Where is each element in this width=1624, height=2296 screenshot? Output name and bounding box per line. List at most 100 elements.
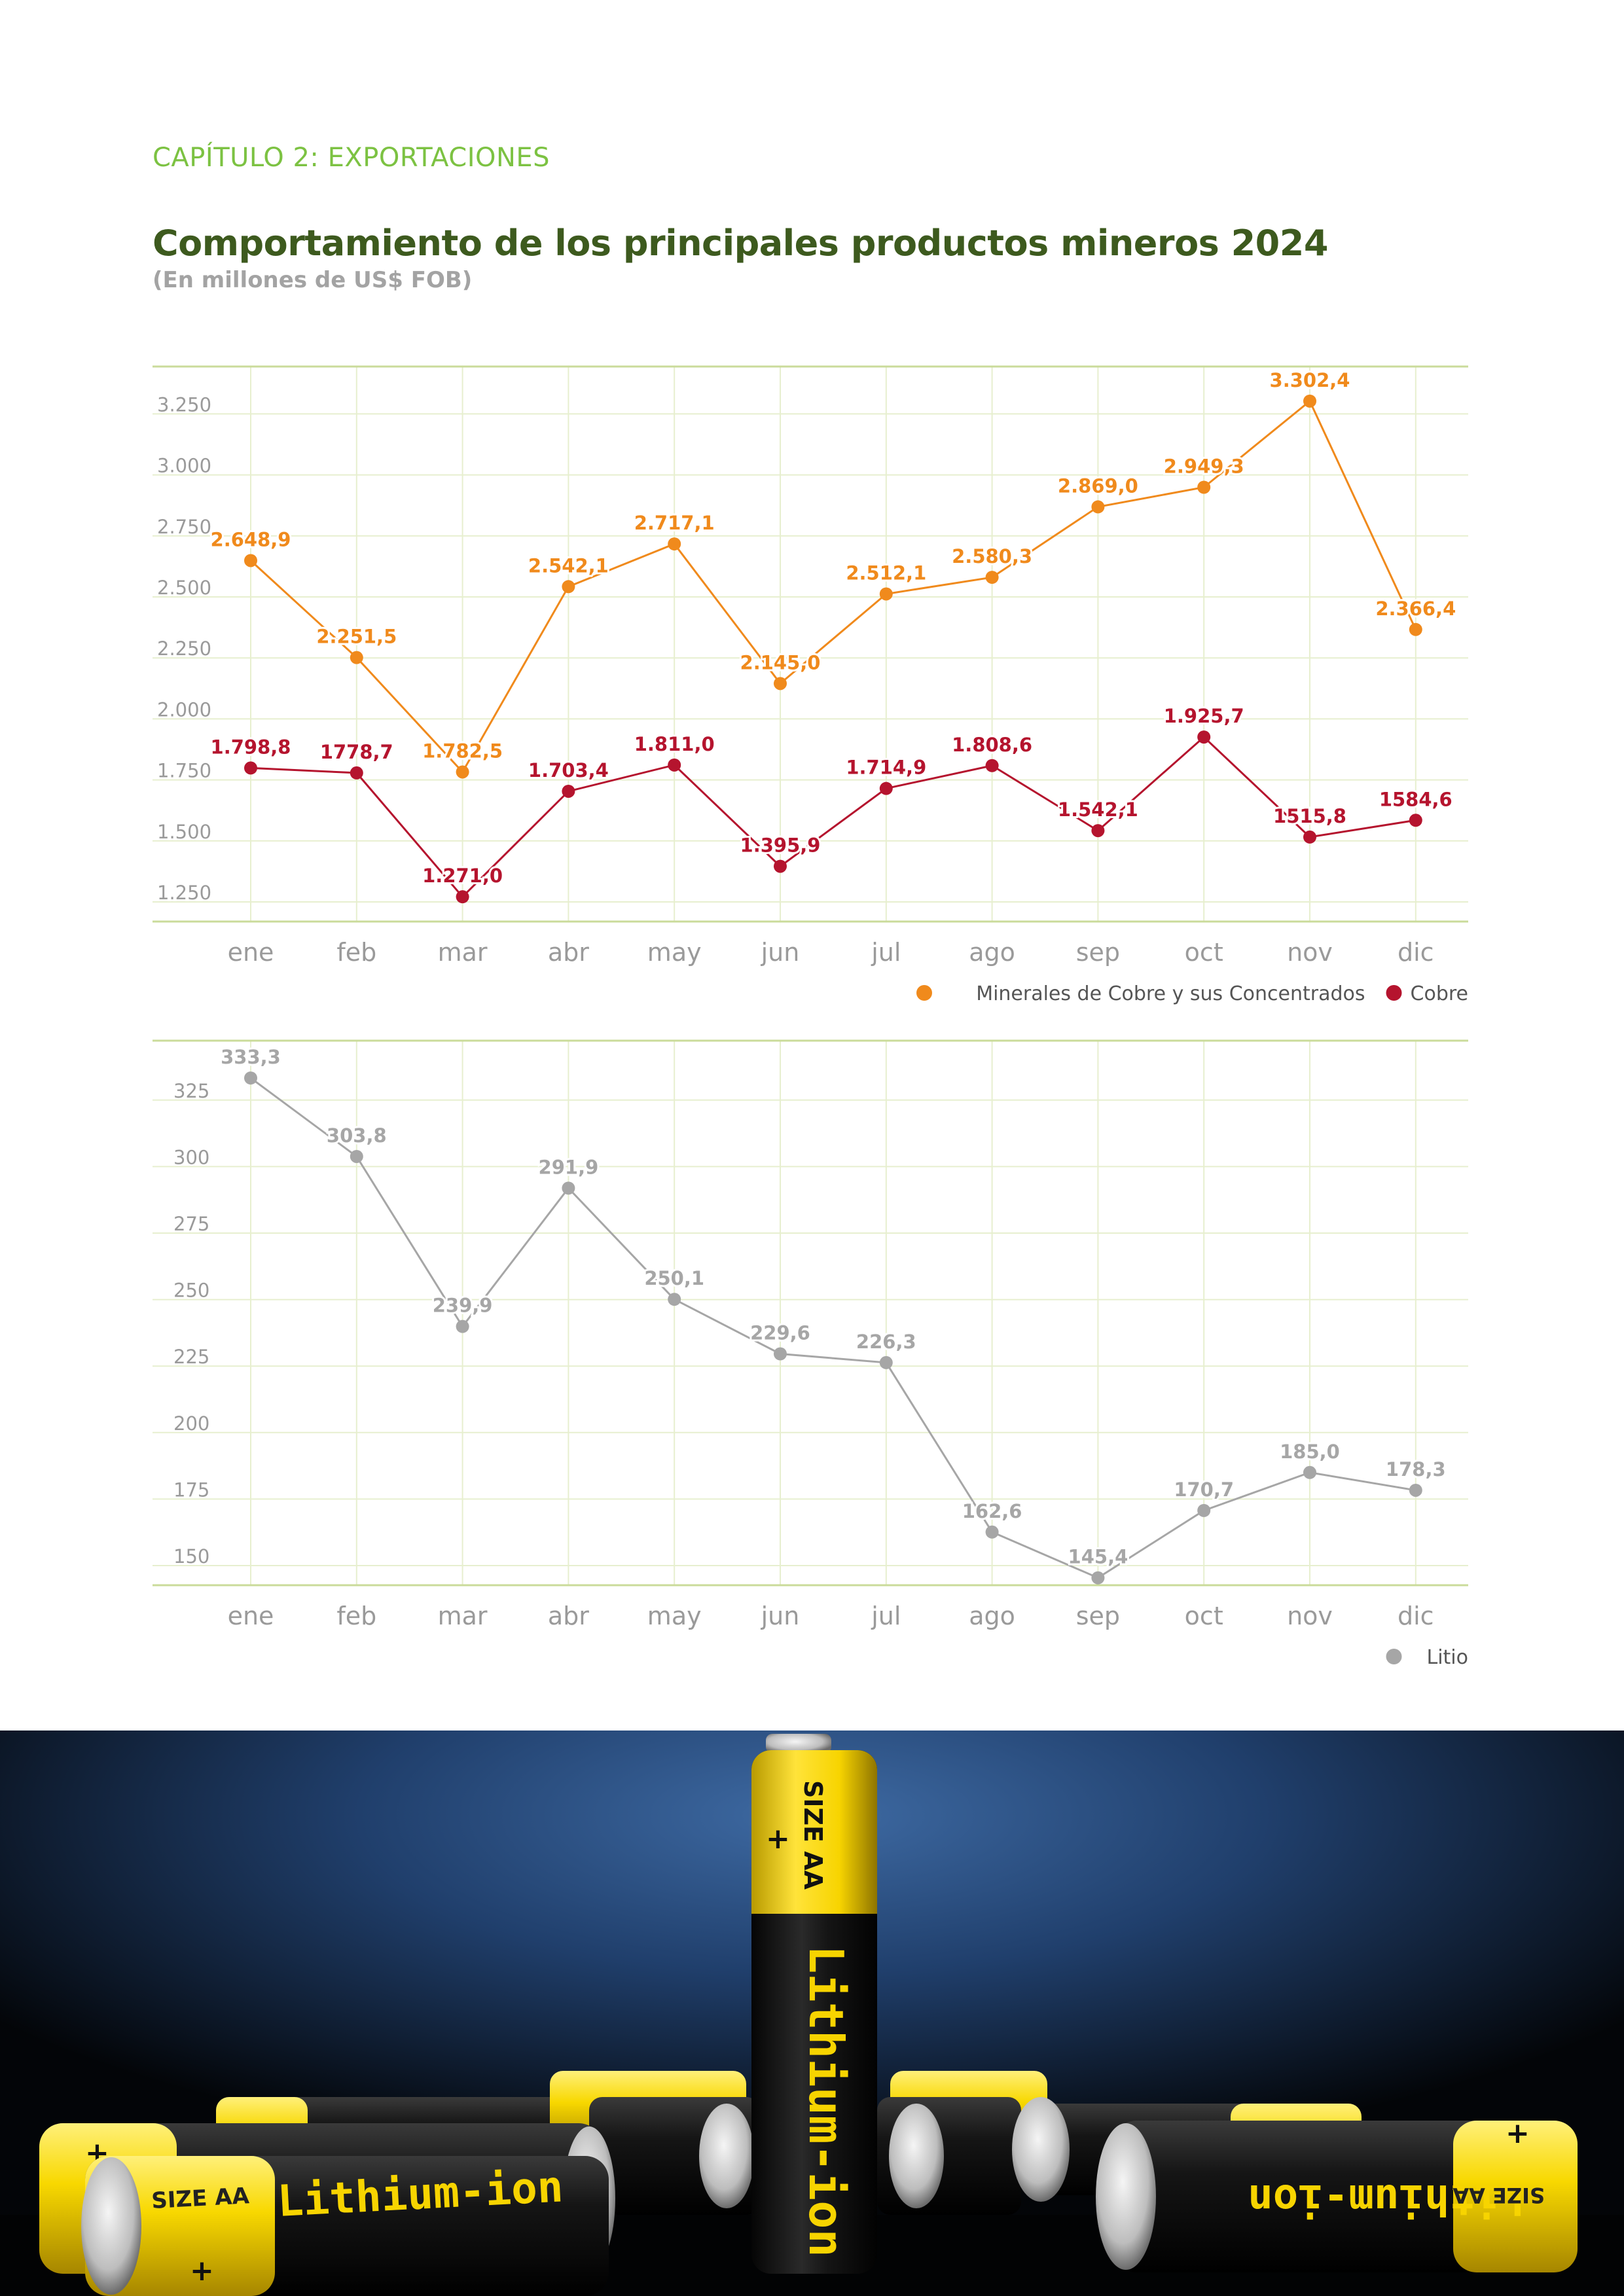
x-tick-label-ene: ene <box>228 1602 274 1630</box>
y-tick-label: 1.500 <box>157 821 211 843</box>
data-point-0-ago <box>985 1525 999 1539</box>
x-tick-label-dic: dic <box>1398 1602 1434 1630</box>
data-point-0-jun <box>774 1347 787 1361</box>
data-label-0-oct: 170,7 <box>1174 1479 1234 1501</box>
x-tick-label-oct: oct <box>1185 1602 1223 1630</box>
legend-label-0: Litio <box>1426 1646 1468 1669</box>
data-label-0-ene: 333,3 <box>221 1046 281 1068</box>
left-battery-size: SIZE AA <box>151 2183 250 2214</box>
data-point-0-jul <box>879 1355 893 1369</box>
data-label-1-may: 1.811,0 <box>634 733 715 755</box>
data-point-0-nov <box>1303 1465 1316 1479</box>
data-point-1-ago <box>985 759 999 772</box>
data-point-0-ene <box>244 554 257 567</box>
x-tick-label-abr: abr <box>548 1602 589 1630</box>
data-point-1-may <box>668 758 681 772</box>
x-tick-label-jul: jul <box>871 938 901 967</box>
data-point-1-nov <box>1303 830 1316 844</box>
data-label-1-mar: 1.271,0 <box>422 865 503 887</box>
data-label-0-mar: 1.782,5 <box>422 740 503 762</box>
data-point-0-nov <box>1303 394 1316 408</box>
data-label-0-feb: 2.251,5 <box>316 626 397 648</box>
data-point-1-jun <box>774 859 787 873</box>
data-point-1-jul <box>879 781 893 795</box>
x-tick-label-jun: jun <box>761 1602 800 1630</box>
legend-marker-1 <box>1386 985 1402 1001</box>
y-tick-label: 3.000 <box>157 455 211 477</box>
y-tick-label: 2.000 <box>157 698 211 721</box>
data-label-0-feb: 303,8 <box>327 1124 387 1147</box>
right-battery-size: SIZE AA <box>1453 2183 1545 2208</box>
data-label-1-jul: 1.714,9 <box>846 757 926 779</box>
page-title: Comportamiento de los principales produc… <box>153 223 1328 264</box>
x-tick-label-feb: feb <box>336 1602 376 1630</box>
data-point-0-abr <box>562 580 575 594</box>
data-point-0-feb <box>350 651 363 664</box>
data-point-0-ene <box>244 1071 257 1085</box>
data-point-0-sep <box>1091 500 1105 514</box>
y-tick-label: 225 <box>173 1346 209 1368</box>
data-point-1-dic <box>1409 814 1422 827</box>
data-point-1-ene <box>244 761 257 775</box>
data-point-0-oct <box>1197 1503 1211 1517</box>
x-tick-label-ago: ago <box>969 1602 1015 1630</box>
data-label-0-abr: 291,9 <box>539 1156 599 1178</box>
y-tick-label: 275 <box>173 1213 209 1235</box>
y-tick-label: 200 <box>173 1412 209 1435</box>
y-tick-label: 1.250 <box>157 882 211 904</box>
data-point-0-dic <box>1409 1483 1422 1497</box>
data-label-1-oct: 1.925,7 <box>1164 705 1244 727</box>
legend-label-1: Cobre <box>1411 982 1468 1005</box>
x-tick-label-jul: jul <box>871 1602 901 1630</box>
data-label-0-mar: 239,9 <box>433 1295 493 1317</box>
data-point-0-mar <box>456 765 469 779</box>
lithium-exports-chart: 150 175 200 225 250 275 300 325 ene feb mar abr may j… <box>153 1039 1468 1669</box>
data-label-1-jun: 1.395,9 <box>740 834 821 857</box>
x-tick-label-sep: sep <box>1076 938 1120 967</box>
chapter-heading: CAPÍTULO 2: EXPORTACIONES <box>153 143 550 173</box>
right-battery-brand: Lithium-ion <box>1248 2175 1525 2223</box>
data-label-0-oct: 2.949,3 <box>1164 456 1244 478</box>
data-label-1-abr: 1.703,4 <box>528 759 609 781</box>
y-tick-label: 175 <box>173 1479 209 1501</box>
y-tick-label: 1.750 <box>157 760 211 782</box>
data-point-0-may <box>668 1293 681 1306</box>
svg-text:+: + <box>1506 2117 1530 2150</box>
battery-standing: + SIZE AA Lithium-ion <box>751 1734 877 2274</box>
data-label-1-ago: 1.808,6 <box>952 734 1032 756</box>
x-tick-label-oct: oct <box>1185 938 1223 967</box>
data-point-0-mar <box>456 1319 469 1333</box>
data-point-1-abr <box>562 784 575 798</box>
battery-front-left-2: SIZE AA Lithium-ion + <box>81 2156 609 2296</box>
data-label-0-ago: 2.580,3 <box>952 545 1032 567</box>
y-tick-label: 250 <box>173 1280 209 1302</box>
data-label-1-feb: 1778,7 <box>320 741 393 763</box>
x-tick-label-mar: mar <box>438 938 488 967</box>
data-label-0-jul: 2.512,1 <box>846 562 926 584</box>
data-label-1-ene: 1.798,8 <box>211 736 291 758</box>
data-label-1-dic: 1584,6 <box>1379 788 1453 810</box>
legend-label-0: Minerales de Cobre y sus Concentrados <box>976 982 1365 1005</box>
data-point-1-oct <box>1197 730 1211 744</box>
data-label-0-may: 250,1 <box>644 1267 704 1289</box>
lithium-batteries-photo: + SIZE AA Lithium-ion + + Lithium-ion SI… <box>0 1731 1624 2296</box>
y-tick-label: 325 <box>173 1080 209 1102</box>
x-tick-label-mar: mar <box>438 1602 488 1630</box>
data-label-0-nov: 185,0 <box>1280 1441 1340 1463</box>
y-tick-label: 300 <box>173 1146 209 1168</box>
x-tick-label-feb: feb <box>336 938 376 967</box>
data-label-0-jun: 2.145,0 <box>740 651 821 673</box>
x-tick-label-may: may <box>647 938 702 967</box>
data-point-0-feb <box>350 1149 363 1163</box>
data-label-0-nov: 3.302,4 <box>1270 369 1350 391</box>
series-line-0 <box>249 399 1417 774</box>
data-point-0-oct <box>1197 480 1211 494</box>
x-tick-label-nov: nov <box>1287 1602 1333 1630</box>
data-label-1-nov: 1515,8 <box>1273 805 1346 827</box>
standing-battery-size: SIZE AA <box>799 1780 827 1890</box>
legend-marker-0 <box>1386 1649 1402 1664</box>
data-point-1-feb <box>350 766 363 780</box>
y-tick-label: 2.250 <box>157 637 211 660</box>
data-point-0-jun <box>774 677 787 691</box>
x-tick-label-abr: abr <box>548 938 589 967</box>
